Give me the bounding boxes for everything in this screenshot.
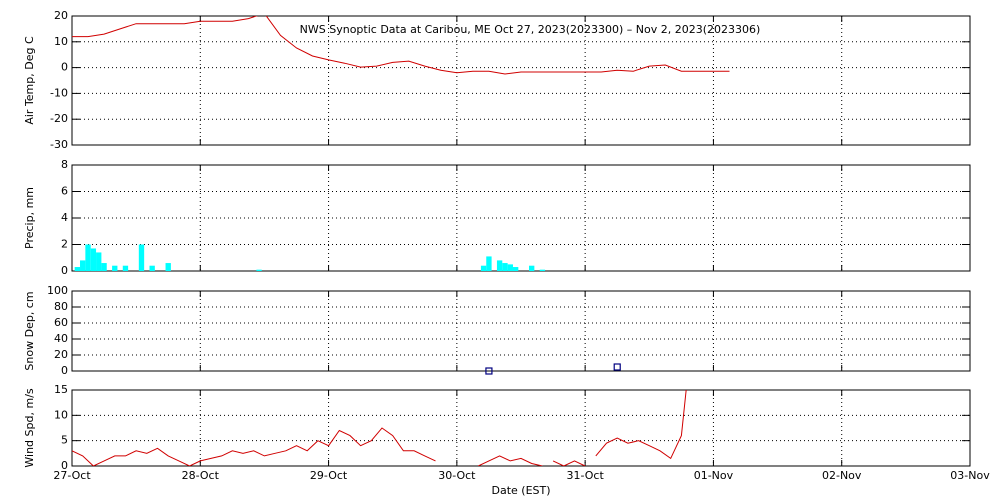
y-tick-label: -10 [50,86,68,99]
x-tick-label: 27-Oct [53,469,91,482]
y-tick-label: 100 [47,284,68,297]
bar [165,263,171,271]
bar [529,265,535,271]
y-tick-label: 0 [61,61,68,74]
plot-layer [72,16,730,75]
y-tick-label: 0 [61,459,68,472]
x-tick-label: 28-Oct [182,469,220,482]
y-tick-label: -30 [50,138,68,151]
y-tick-label: 6 [61,185,68,198]
x-tick-label: 03-Nov [950,469,990,482]
y-tick-label: 10 [54,35,68,48]
y-tick-label: 0 [61,264,68,277]
x-tick-label: 01-Nov [694,469,734,482]
y-axis-label: Precip, mm [23,187,36,249]
bar [256,269,262,271]
data-point [613,363,621,371]
plot-layer [72,390,687,466]
bar [149,265,155,271]
bar [480,265,487,271]
bar [85,244,91,271]
chart-title: NWS Synoptic Data at Caribou, ME Oct 27,… [300,23,761,36]
plot-frame [71,389,971,467]
y-tick-label: 10 [54,408,68,421]
y-tick-label: 40 [54,332,68,345]
data-point [485,367,493,375]
data-line [72,390,687,466]
bar [512,267,519,271]
y-axis-label: Wind Spd, m/s [23,388,36,468]
y-axis-label: Air Temp, Deg C [23,36,36,125]
y-tick-label: 5 [61,434,68,447]
y-tick-label: 8 [61,158,68,171]
bar [80,260,86,271]
bar [502,263,508,271]
bar [496,260,503,271]
y-tick-label: 60 [54,316,68,329]
y-axis-label: Snow Dep, cm [23,291,36,370]
plot-layer [74,244,546,271]
x-tick-label: 29-Oct [310,469,348,482]
y-tick-label: 20 [54,9,68,22]
y-tick-label: 15 [54,383,68,396]
y-tick-label: 80 [54,300,68,313]
x-axis-label: Date (EST) [491,484,550,497]
bar [486,256,492,271]
bar [507,264,513,271]
y-tick-label: -20 [50,112,68,125]
y-tick-label: 2 [61,238,68,251]
plot-frame [71,15,971,146]
y-tick-label: 4 [61,211,68,224]
bar [112,265,118,271]
x-tick-label: 02-Nov [822,469,862,482]
data-line [72,16,730,75]
bar [96,252,102,271]
plot-frame [71,290,971,372]
y-tick-label: 0 [61,364,68,377]
x-tick-label: 31-Oct [566,469,604,482]
bar [138,244,145,271]
bar [74,267,81,271]
bar [90,248,97,271]
y-tick-label: 20 [54,348,68,361]
x-tick-label: 30-Oct [438,469,476,482]
bar [101,263,107,271]
bar [539,269,546,271]
bar [122,265,129,271]
plot-frame [71,164,971,272]
